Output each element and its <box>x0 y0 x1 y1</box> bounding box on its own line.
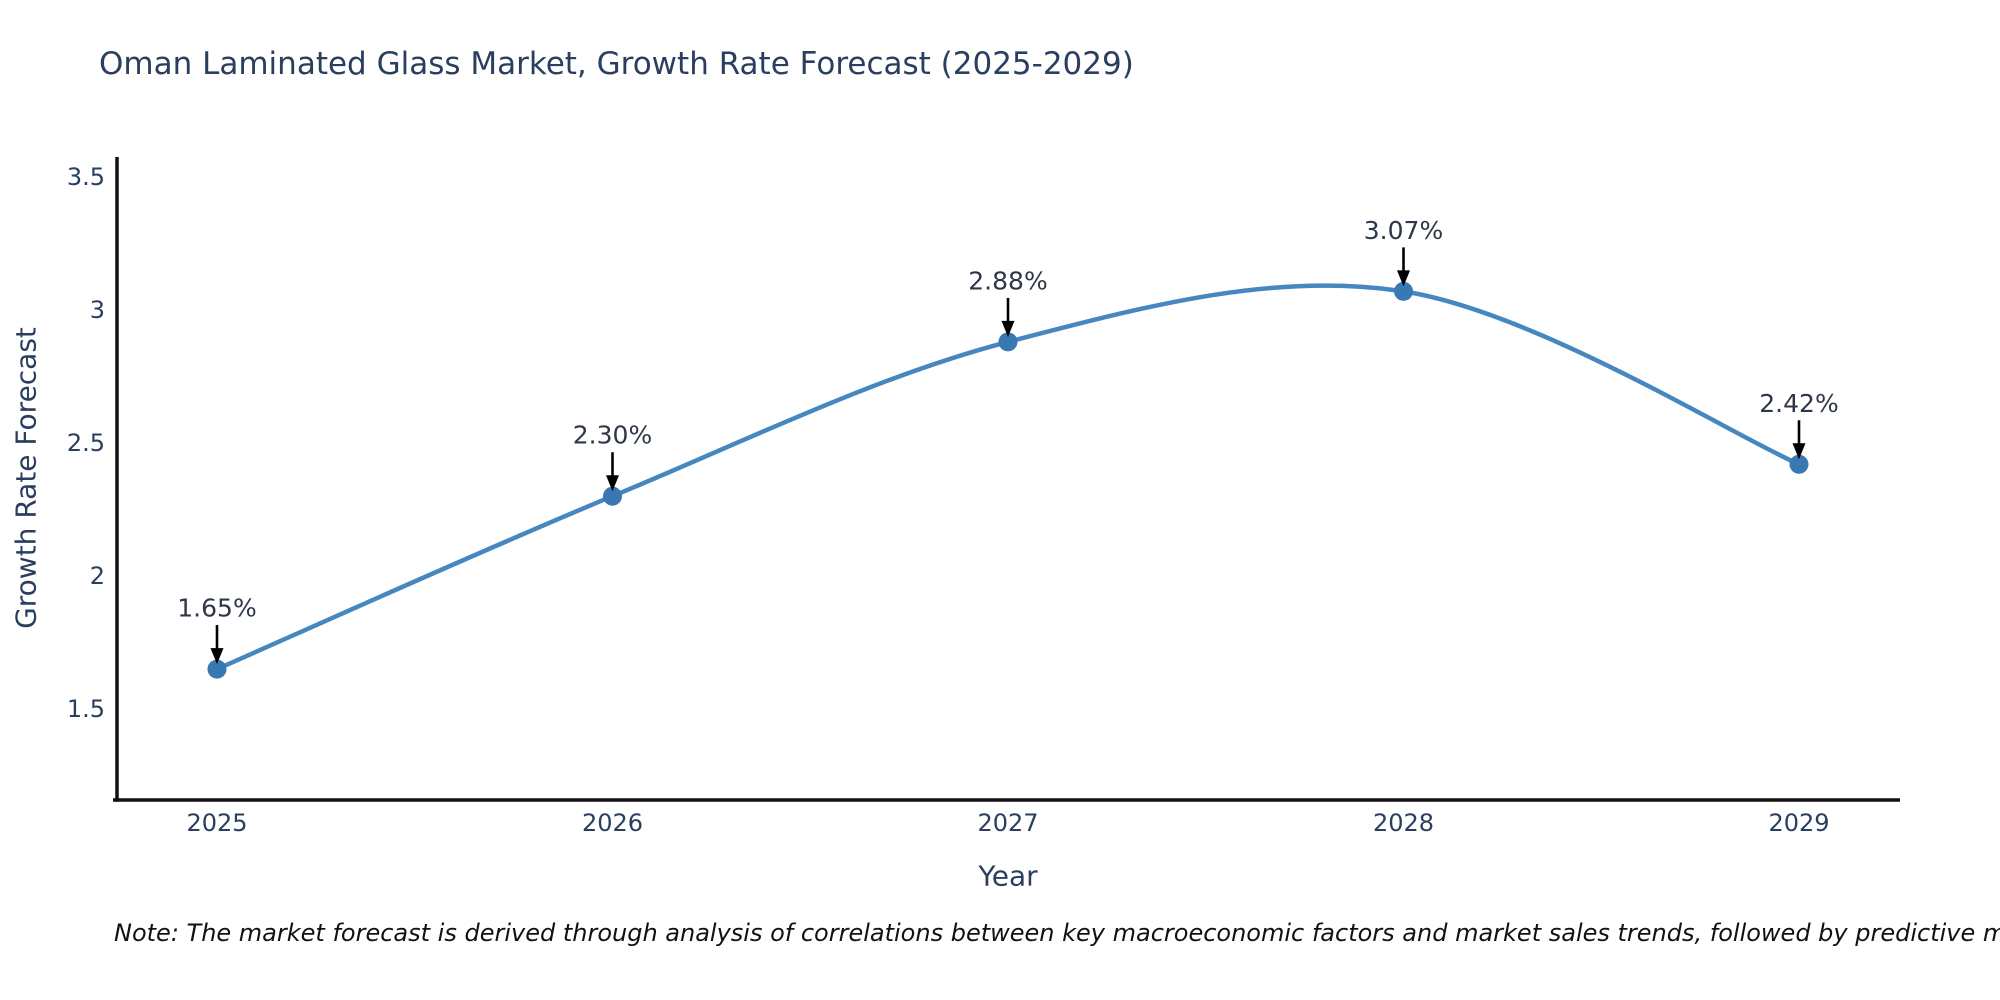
point-annotation-label: 2.88% <box>968 266 1047 295</box>
chart-title: Oman Laminated Glass Market, Growth Rate… <box>99 46 1134 82</box>
annotation-arrowhead <box>1001 320 1015 337</box>
data-point-marker[interactable] <box>1394 281 1413 301</box>
x-tick-label: 2026 <box>582 809 643 837</box>
data-point-marker[interactable] <box>603 486 622 506</box>
data-point-marker[interactable] <box>1789 454 1809 474</box>
annotation-arrowhead <box>210 648 224 665</box>
y-tick-label: 2 <box>90 562 105 590</box>
annotation-arrowhead <box>1397 270 1410 287</box>
annotation-arrowhead <box>1792 443 1806 460</box>
footnote: Note: The market forecast is derived thr… <box>114 919 2000 947</box>
point-annotation-label: 1.65% <box>177 594 256 623</box>
y-tick-label: 3 <box>90 296 105 324</box>
point-annotation-label: 2.42% <box>1759 389 1838 418</box>
x-tick-label: 2029 <box>1768 809 1829 837</box>
x-tick-label: 2025 <box>186 809 247 837</box>
y-tick-label: 1.5 <box>67 695 105 723</box>
point-annotation-label: 2.30% <box>573 421 652 450</box>
x-tick-label: 2028 <box>1373 809 1434 837</box>
y-tick-label: 3.5 <box>67 163 105 191</box>
annotation-arrowhead <box>606 475 619 492</box>
data-point-marker[interactable] <box>998 332 1018 352</box>
point-annotation-label: 3.07% <box>1364 216 1443 245</box>
data-point-marker[interactable] <box>207 659 227 679</box>
x-axis-title: Year <box>978 859 1038 893</box>
y-tick-label: 2.5 <box>67 429 105 457</box>
x-tick-label: 2027 <box>977 809 1038 837</box>
